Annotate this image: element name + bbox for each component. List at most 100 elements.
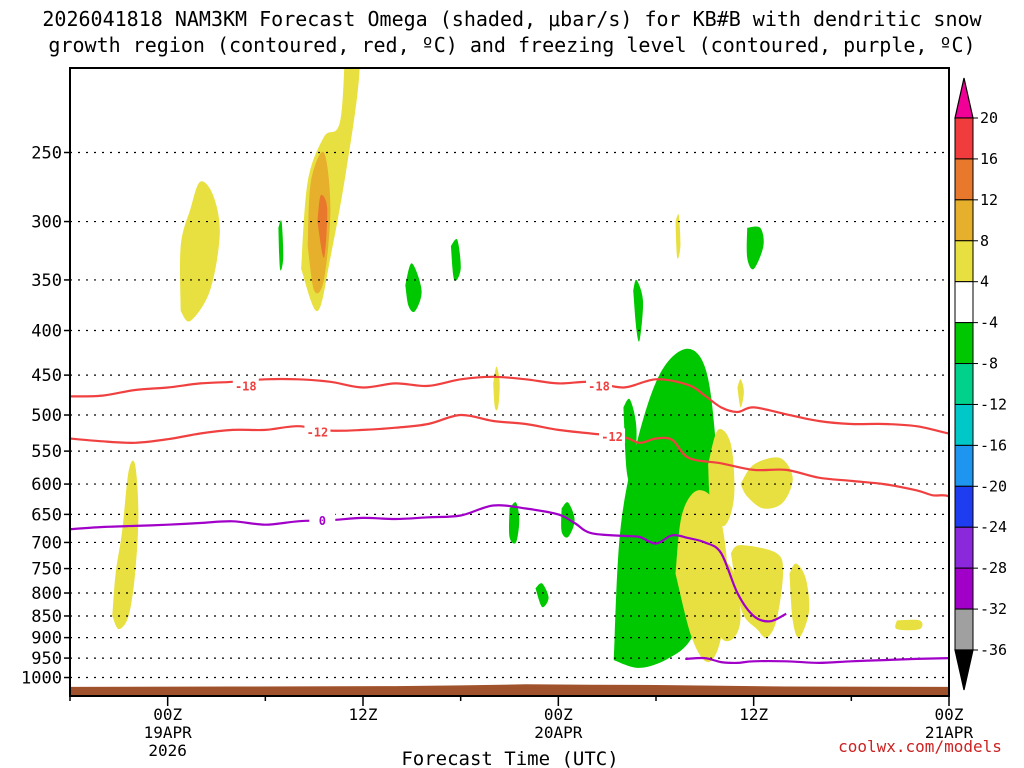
x-tick-label-0-1: 19APR [144,723,193,742]
colorbar-label-8: -16 [980,436,1007,454]
omega-green-upper-5 [746,226,764,270]
colorbar-label-7: -12 [980,395,1007,413]
y-tick-label-800: 800 [31,584,62,604]
y-tick-label-1000: 1000 [21,669,62,689]
omega-yellow-left-column [112,460,139,630]
colorbar-label-1: 16 [980,150,998,168]
contour-label-minus-18-0: -18 [235,379,257,393]
omega-green-mid-2 [509,502,520,544]
omega-downdraft-yellow-a [675,490,728,663]
contour-minus-18 [70,375,949,435]
omega-yellow-mid-right-2 [789,563,810,638]
colorbar-label-13: -36 [980,641,1007,659]
contour-label-bg-freezing-level-upper-0 [309,512,336,528]
plot-frame [69,67,950,697]
x-tick-label-24-1: 20APR [534,723,583,742]
colorbar-label-2: 12 [980,191,998,209]
omega-green-upper-1 [405,263,422,313]
omega-yellow-upper-left [179,181,220,322]
y-tick-label-700: 700 [31,533,62,553]
colorbar-segment-9 [954,444,974,487]
colorbar-label-9: -20 [980,477,1007,495]
colorbar-label-11: -28 [980,559,1007,577]
plot-area: -18-18-12-12-1200 [70,68,1004,696]
colorbar-segment-4 [954,240,974,283]
colorbar: 20 16 12 8 4 -4 -8 -12 -16 -20 -24 -28 -32 -36 [954,77,1007,691]
colorbar-label-3: 8 [980,232,989,250]
colorbar-label-10: -24 [980,518,1007,536]
omega-downdraft-yellow-b [708,429,735,527]
y-tick-label-300: 300 [31,213,62,233]
y-tick-label-500: 500 [31,406,62,426]
colorbar-segment-3 [954,199,974,242]
credit-text: coolwx.com/models [838,737,1002,756]
contour-label-freezing-level-upper-0: 0 [319,514,326,528]
colorbar-segment-2 [954,158,974,201]
colorbar-segment-5 [954,281,974,324]
y-tick-label-350: 350 [31,271,62,291]
colorbar-top-triangle [954,77,974,119]
contour-label-minus-12-1: -12 [601,430,623,444]
y-tick-label-600: 600 [31,475,62,495]
colorbar-label-12: -32 [980,600,1007,618]
colorbar-label-6: -8 [980,355,998,373]
y-tick-label-950: 950 [31,649,62,669]
colorbar-segment-8 [954,403,974,446]
omega-green-low-1 [535,583,549,608]
chart-title-line2: growth region (contoured, red, ºC) and f… [48,33,975,57]
contour-minus-12 [70,413,949,498]
x-tick-label-12-0: 12Z [349,705,378,724]
y-tick-label-550: 550 [31,442,62,462]
x-tick-label-48-1: 21APR [925,723,974,742]
contour-label-bg-minus-12-2 [978,540,1004,555]
omega-green-upper-2 [278,220,284,271]
colorbar-label-4: 4 [980,273,989,291]
omega-green-upper-3 [450,239,461,281]
colorbar-segment-12 [954,567,974,610]
omega-yellow-right-550 [740,457,793,509]
y-tick-label-450: 450 [31,366,62,386]
contour-freezing-level-lower [685,656,949,665]
contour-label-bg-minus-12-0 [304,424,331,440]
y-tick-label-900: 900 [31,629,62,649]
colorbar-segment-13 [954,608,974,651]
contour-freezing-level-upper [70,504,787,623]
omega-yellow-300-thin [675,214,681,259]
y-tick-label-750: 750 [31,560,62,580]
omega-yellow-470 [493,366,500,411]
chart-title-line1: 2026041818 NAM3KM Forecast Omega (shaded… [42,7,982,31]
y-tick-label-650: 650 [31,505,62,525]
omega-shading [112,68,923,668]
colorbar-segment-11 [954,526,974,569]
colorbar-segment-6 [954,322,974,365]
colorbar-segment-10 [954,485,974,528]
temperature-contours: -18-18-12-12-1200 [70,375,1004,665]
x-tick-label-0-2: 2026 [148,741,187,760]
omega-yellow-470-b [737,379,744,408]
x-axis-label: Forecast Time (UTC) [401,748,618,768]
contour-label-minus-12-0: -12 [307,426,329,440]
omega-yellow-right-860 [895,619,923,631]
x-tick-label-36-0: 12Z [739,705,768,724]
y-axis: 2503003504004505005506006507007508008509… [21,144,70,689]
colorbar-label-0: 20 [980,109,998,127]
colorbar-segment-7 [954,363,974,405]
terrain-surface [70,684,949,696]
omega-orange-upper-core [317,194,328,258]
y-tick-label-250: 250 [31,144,62,164]
colorbar-segment-1 [954,117,974,160]
contour-label-minus-18-1: -18 [588,379,610,393]
y-tick-label-400: 400 [31,322,62,342]
omega-green-mid-3 [623,398,637,487]
omega-green-upper-4 [633,279,644,342]
y-tick-label-850: 850 [31,607,62,627]
contour-label-bg-minus-18-1 [586,377,613,393]
contour-label-bg-minus-12-1 [599,428,626,444]
terrain [70,684,949,696]
x-tick-label-0-0: 00Z [153,705,182,724]
colorbar-label-5: -4 [980,314,998,332]
contour-label-minus-12-2: -12 [980,542,1002,556]
x-tick-label-48-0: 00Z [935,705,964,724]
